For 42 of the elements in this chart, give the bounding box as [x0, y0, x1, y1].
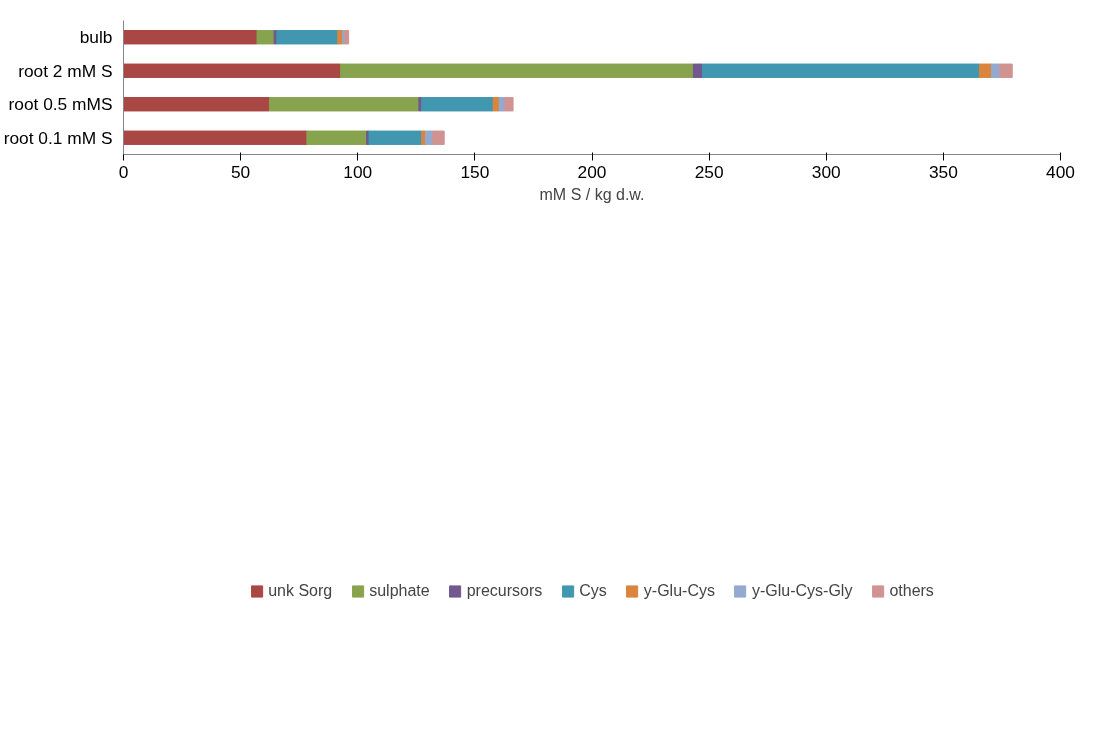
x-tick-label: 350 [928, 161, 958, 182]
bar [268, 97, 420, 112]
legend-label: unk Sorg [268, 581, 333, 600]
x-tick-label: 150 [460, 161, 490, 182]
bar [123, 130, 308, 145]
bar [492, 97, 500, 112]
x-tick-label: 100 [343, 161, 373, 182]
bar [990, 63, 1001, 78]
bar [123, 97, 270, 112]
bar [421, 97, 494, 112]
legend-label: sulphate [369, 581, 430, 600]
x-tick-label: 200 [577, 161, 607, 182]
y-tick-label: root 2 mM S [18, 60, 113, 81]
bar [999, 63, 1013, 78]
bar [692, 63, 704, 78]
legend-label: y-Glu-Cys [643, 581, 715, 600]
legend-label: others [889, 581, 934, 600]
bar [256, 30, 275, 45]
x-tick-label: 0 [118, 161, 129, 182]
y-tick-label: root 0.1 mM S [3, 127, 113, 148]
bar [424, 130, 434, 145]
y-tick-label: bulb [79, 27, 113, 48]
legend-label: Cys [579, 581, 607, 600]
bar [504, 97, 514, 112]
bar [432, 130, 445, 145]
x-tick-label: 250 [694, 161, 724, 182]
bar [368, 130, 423, 145]
bar [344, 30, 350, 45]
bar [978, 63, 992, 78]
bar [340, 63, 694, 78]
bar [702, 63, 980, 78]
x-tick-label: 50 [230, 161, 251, 182]
x-tick-label: 300 [811, 161, 841, 182]
legend-label: y-Glu-Cys-Gly [751, 581, 853, 600]
y-tick-label: root 0.5 mMS [8, 94, 113, 115]
bar [123, 63, 342, 78]
bar [123, 30, 258, 45]
x-tick-label: 400 [1046, 161, 1075, 182]
legend-label: precursors [466, 581, 543, 600]
bar [306, 130, 368, 145]
x-axis-title: mM S / kg d.w. [539, 185, 645, 203]
bar [276, 30, 339, 45]
